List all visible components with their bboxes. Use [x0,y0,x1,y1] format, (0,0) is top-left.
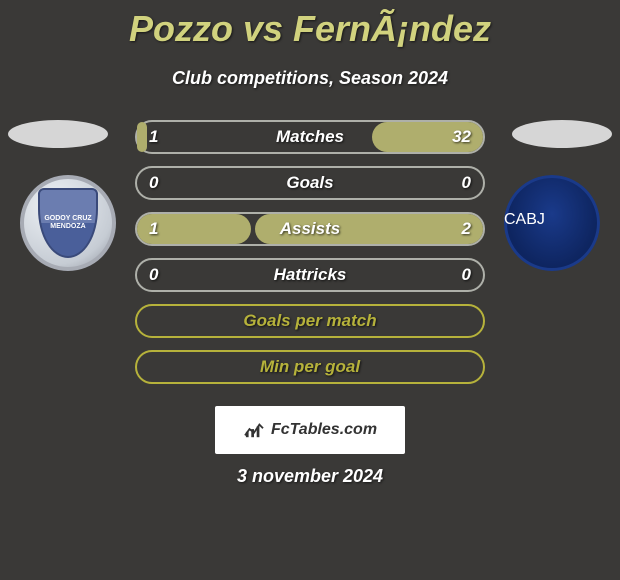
club-logo-right: CABJ [504,175,600,271]
chart-icon [243,421,265,439]
player-right-oval [512,120,612,148]
stat-fill-left [137,122,147,152]
stat-bar: Min per goal [135,350,485,384]
club-logo-left: GODOY CRUZ MENDOZA [20,175,116,271]
stat-value-right: 32 [452,127,471,147]
club-logo-right-label: CABJ [504,211,545,229]
stat-value-left: 0 [149,265,158,285]
stat-label: Hattricks [274,265,347,285]
stat-value-left: 1 [149,219,158,239]
attribution-badge: FcTables.com [215,406,405,454]
stat-bar: 0 0 Goals [135,166,485,200]
stats-column: 1 32 Matches 0 0 Goals 1 2 Assists 0 0 Hattricks Goa… [135,120,485,396]
date-text: 3 november 2024 [0,466,620,487]
stat-bar: 1 2 Assists [135,212,485,246]
stat-bar: Goals per match [135,304,485,338]
club-logo-left-label: GODOY CRUZ MENDOZA [38,188,98,258]
stat-value-left: 1 [149,127,158,147]
stat-label: Goals [286,173,333,193]
stat-label: Matches [276,127,344,147]
stat-bar: 0 0 Hattricks [135,258,485,292]
stat-label: Min per goal [260,357,360,377]
subtitle: Club competitions, Season 2024 [0,68,620,89]
player-left-oval [8,120,108,148]
stat-value-right: 0 [462,173,471,193]
stat-value-right: 0 [462,265,471,285]
stat-label: Goals per match [243,311,376,331]
stat-value-right: 2 [462,219,471,239]
stat-label: Assists [280,219,340,239]
stat-bar: 1 32 Matches [135,120,485,154]
comparison-infographic: Pozzo vs FernÃ¡ndez Club competitions, S… [0,0,620,580]
attribution-text: FcTables.com [271,421,377,439]
page-title: Pozzo vs FernÃ¡ndez [0,0,620,50]
stat-value-left: 0 [149,173,158,193]
